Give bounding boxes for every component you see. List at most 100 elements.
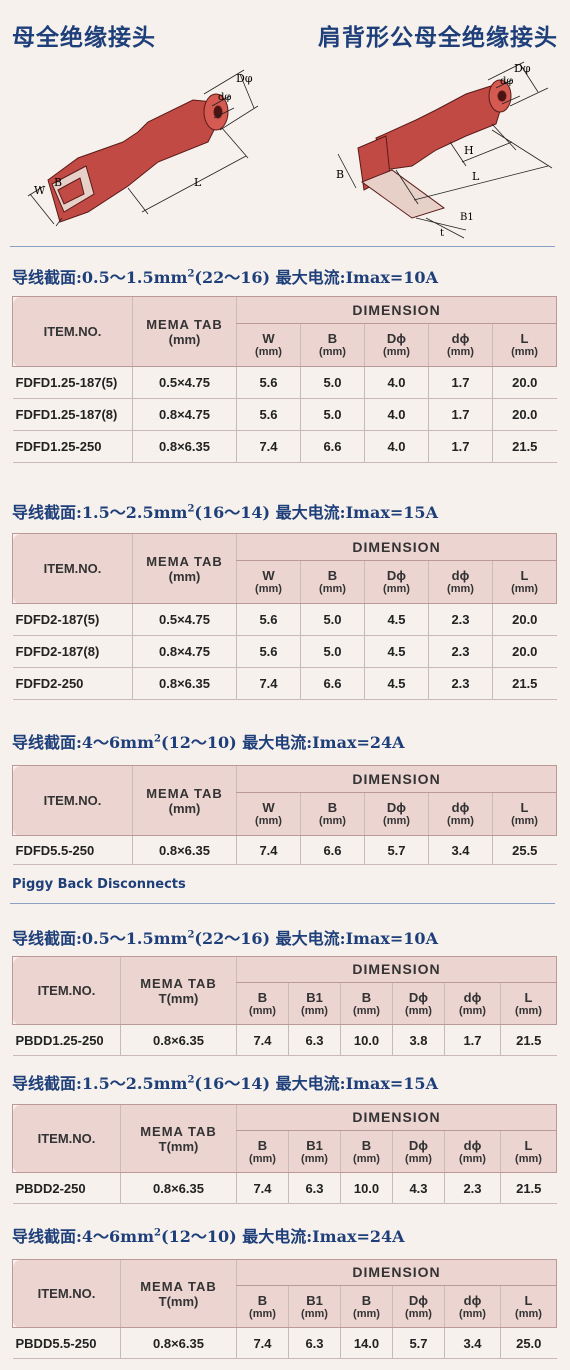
- table-cell: 10.0: [340, 1024, 393, 1056]
- table-cell: 21.5: [500, 1172, 557, 1204]
- column-header-dim: B (mm): [300, 323, 365, 367]
- table-cell: 3.4: [444, 1327, 501, 1359]
- table-cell: 4.0: [364, 366, 429, 399]
- column-header-dim: Dϕ (mm): [364, 323, 429, 367]
- section-heading: 导线截面:4～6mm2(12～10) 最大电流:Imax=24A: [12, 1223, 405, 1247]
- column-header-dim: B1 (mm): [288, 982, 341, 1025]
- item-number-cell: PBDD5.5-250: [12, 1327, 121, 1359]
- table-row: FDFD2-250 0.8×6.35 7.4 6.6 4.5 2.3 21.5: [12, 667, 557, 700]
- section-heading: 导线截面:0.5～1.5mm2(22～16) 最大电流:Imax=10A: [12, 925, 438, 949]
- column-header-mema-tab: MEMA TAB T(mm): [120, 956, 237, 1025]
- section-heading-sup: 2: [187, 929, 195, 941]
- column-header-mema-tab-unit: (mm): [168, 331, 201, 347]
- table-cell: 4.5: [364, 635, 429, 668]
- column-header-dim-name: W: [262, 568, 275, 583]
- spec-table: ITEM.NO. MEMA TAB (mm) DIMENSION W (mm) B (mm) D…: [12, 296, 558, 463]
- column-header-dim: B (mm): [236, 1285, 289, 1328]
- diagram-label-B: B: [336, 168, 344, 181]
- table-cell: 0.8×6.35: [120, 1024, 237, 1056]
- column-header-dim-unit: (mm): [511, 583, 538, 595]
- column-header-dim-unit: (mm): [447, 815, 474, 827]
- table-cell: 0.5×4.75: [132, 366, 237, 399]
- table-cell: 0.5×4.75: [132, 603, 237, 636]
- column-header-dim-unit: (mm): [405, 1307, 432, 1320]
- spec-table-header: ITEM.NO. MEMA TAB (mm) DIMENSION W (mm) B (mm) D…: [12, 533, 558, 604]
- column-header-mema-tab-unit: (mm): [168, 568, 201, 584]
- section-heading-post: (22～16) 最大电流:Imax=10A: [194, 268, 438, 287]
- table-cell: 2.3: [428, 635, 493, 668]
- column-header-dim: L (mm): [491, 560, 558, 604]
- column-header-dim: L (mm): [491, 792, 558, 836]
- column-header-dim-name: L: [524, 1137, 533, 1153]
- column-header-mema-tab: MEMA TAB (mm): [132, 533, 237, 604]
- diagram-label-dphi: dφ: [500, 76, 513, 87]
- divider: [10, 246, 555, 247]
- column-header-dim-name: Dϕ: [386, 800, 407, 815]
- column-header-dim-unit: (mm): [249, 1307, 276, 1320]
- table-row: FDFD2-187(8) 0.8×4.75 5.6 5.0 4.5 2.3 20.0: [12, 635, 557, 668]
- column-header-dim: B (mm): [340, 1130, 393, 1173]
- table-cell: 7.4: [236, 430, 301, 463]
- page-title-female: 母全绝缘接头: [12, 25, 156, 51]
- column-header-dim: W (mm): [236, 792, 301, 836]
- column-header-dim-unit: (mm): [383, 346, 410, 358]
- column-header-dim: B1 (mm): [288, 1130, 341, 1173]
- column-header-dim-name: L: [524, 1292, 533, 1308]
- spec-table-header: ITEM.NO. MEMA TAB T(mm) DIMENSION B (mm) B1 (mm…: [12, 1104, 557, 1173]
- column-header-dim: L (mm): [500, 982, 557, 1025]
- column-header-item: ITEM.NO.: [12, 1104, 121, 1173]
- column-header-dim-name: B: [327, 331, 338, 346]
- column-header-dim-unit: (mm): [249, 1004, 276, 1017]
- column-header-dim-name: B1: [306, 989, 323, 1005]
- column-header-mema-tab-label: MEMA TAB: [140, 1123, 217, 1139]
- column-header-dim: B (mm): [340, 1285, 393, 1328]
- table-cell: 20.0: [491, 635, 557, 668]
- column-header-dim-unit: (mm): [301, 1004, 328, 1017]
- diagram-label-L: L: [194, 176, 202, 189]
- column-header-mema-tab-label: MEMA TAB: [140, 1278, 217, 1294]
- section-heading-pre: 导线截面:0.5～1.5mm: [12, 268, 188, 287]
- column-header-dim-name: Dϕ: [408, 989, 429, 1005]
- female-connector-diagram: Dφ dφ W B L: [27, 69, 259, 227]
- table-cell: 5.7: [392, 1327, 445, 1359]
- column-header-dimension: DIMENSION: [235, 533, 558, 561]
- section-heading-post: (12～10) 最大电流:Imax=24A: [161, 733, 405, 752]
- section-heading: 导线截面:0.5～1.5mm2(22～16) 最大电流:Imax=10A: [12, 264, 438, 288]
- table-cell: 14.0: [340, 1327, 393, 1359]
- spec-table: ITEM.NO. MEMA TAB T(mm) DIMENSION B (mm) B1 (mm…: [12, 1104, 557, 1204]
- table-cell: 4.0: [364, 398, 429, 431]
- column-header-mema-tab-label: MEMA TAB: [146, 785, 223, 801]
- column-header-dimension: DIMENSION: [236, 956, 557, 983]
- section-heading-sup: 2: [187, 503, 195, 515]
- diagram-label-Dphi: Dφ: [514, 62, 531, 75]
- column-header-mema-tab: MEMA TAB T(mm): [120, 1259, 237, 1328]
- table-cell: 5.0: [300, 635, 365, 668]
- column-header-mema-tab-label: MEMA TAB: [146, 316, 223, 332]
- table-cell: 0.8×6.35: [132, 835, 237, 865]
- table-cell: 20.0: [491, 366, 557, 399]
- column-header-dim: B (mm): [340, 982, 393, 1025]
- table-row: FDFD1.25-187(5) 0.5×4.75 5.6 5.0 4.0 1.7 20.0: [12, 366, 557, 399]
- section-heading-pre: 导线截面:1.5～2.5mm: [12, 1074, 188, 1093]
- table-cell: 5.6: [236, 603, 301, 636]
- table-cell: 3.4: [428, 835, 493, 865]
- table-cell: 5.0: [300, 398, 365, 431]
- column-header-dim-unit: (mm): [353, 1152, 380, 1165]
- table-cell: 21.5: [500, 1024, 557, 1056]
- table-cell: 6.6: [300, 430, 365, 463]
- column-header-dim: W (mm): [236, 323, 301, 367]
- column-header-dim-unit: (mm): [459, 1307, 486, 1320]
- column-header-dim-unit: (mm): [447, 346, 474, 358]
- column-header-dim-name: Dϕ: [408, 1292, 429, 1308]
- column-header-dim-unit: (mm): [255, 815, 282, 827]
- column-header-dim-unit: (mm): [301, 1307, 328, 1320]
- section-heading-sup: 2: [154, 1227, 162, 1239]
- column-header-dim-name: dϕ: [463, 989, 482, 1005]
- table-cell: 4.5: [364, 603, 429, 636]
- spec-table-header: ITEM.NO. MEMA TAB (mm) DIMENSION W (mm) B (mm) D…: [12, 765, 558, 836]
- column-header-dim-name: B: [257, 1292, 268, 1308]
- table-cell: 0.8×4.75: [132, 398, 237, 431]
- column-header-dim: B (mm): [236, 982, 289, 1025]
- section-heading: 导线截面:4～6mm2(12～10) 最大电流:Imax=24A: [12, 729, 405, 753]
- column-header-item: ITEM.NO.: [12, 533, 133, 604]
